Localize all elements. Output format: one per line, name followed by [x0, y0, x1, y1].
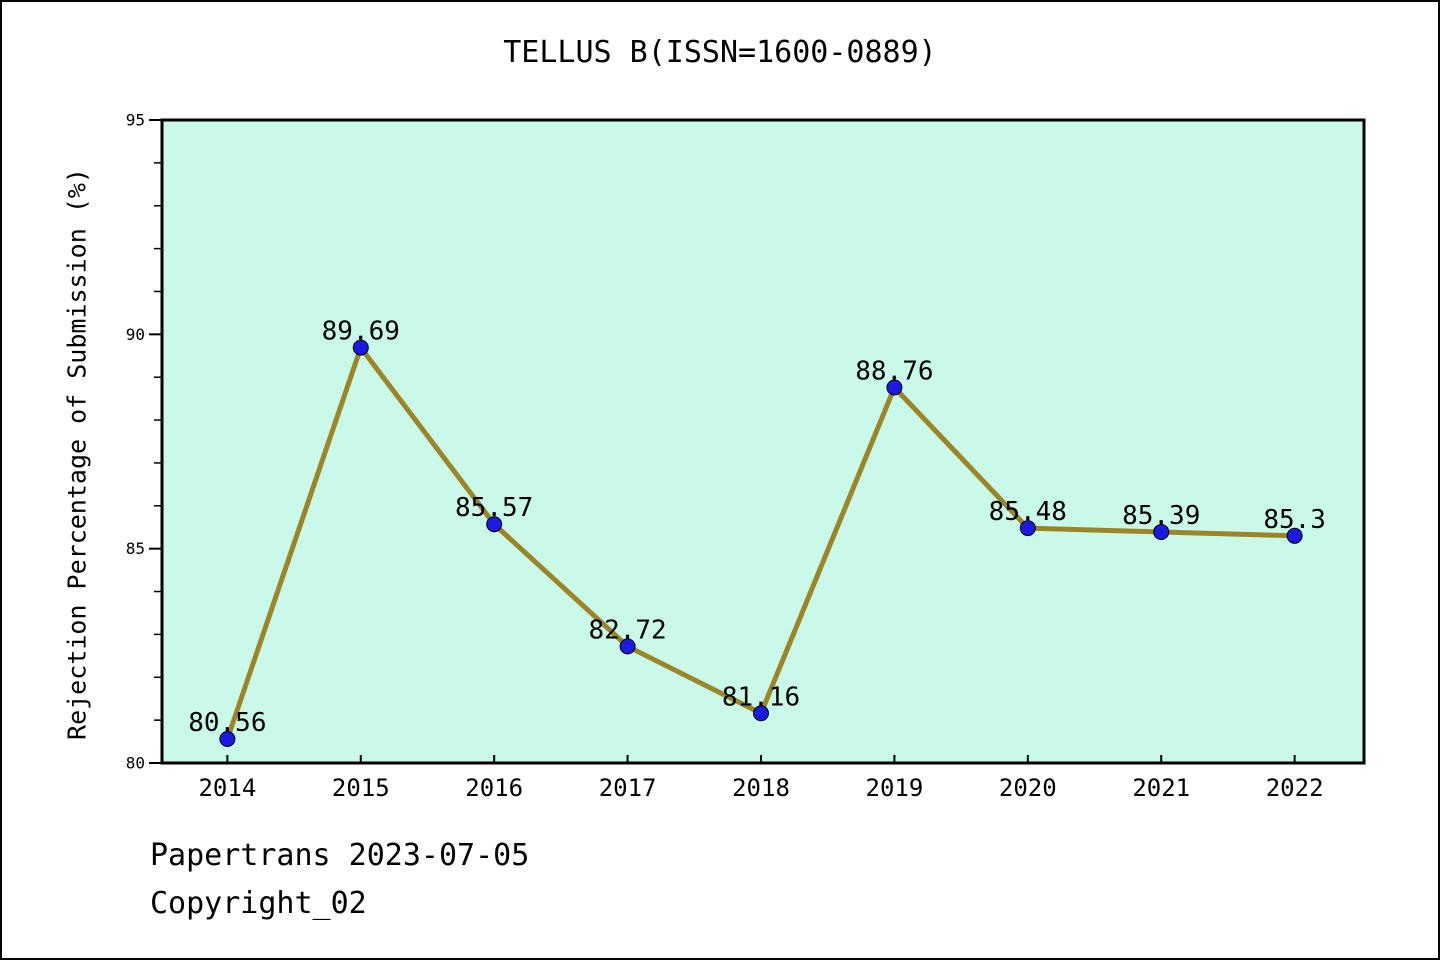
footer-copyright: Copyright_02 — [150, 886, 367, 921]
data-point — [1019, 520, 1036, 537]
data-point — [619, 638, 636, 655]
x-tick-label: 2017 — [599, 774, 657, 802]
data-point — [886, 379, 903, 396]
point-label: 85.3 — [1263, 505, 1326, 535]
plot-background — [162, 120, 1364, 763]
x-tick-label: 2021 — [1132, 774, 1190, 802]
y-tick-label: 95 — [126, 111, 145, 130]
x-tick-label: 2015 — [332, 774, 390, 802]
point-label: 85.57 — [455, 493, 533, 523]
point-label: 89.69 — [322, 317, 400, 347]
data-point — [219, 730, 236, 747]
x-tick-label: 2014 — [198, 774, 256, 802]
y-axis-title: Rejection Percentage of Submission (%) — [62, 168, 92, 740]
point-label: 85.48 — [989, 497, 1067, 527]
footer-credit: Papertrans 2023-07-05 — [150, 838, 530, 873]
point-label: 80.56 — [188, 708, 266, 738]
x-tick-label: 2019 — [866, 774, 924, 802]
chart-title: TELLUS B(ISSN=1600-0889) — [503, 35, 937, 70]
x-tick-label: 2020 — [999, 774, 1057, 802]
point-label: 82.72 — [588, 615, 666, 645]
x-tick-label: 2022 — [1266, 774, 1324, 802]
data-point — [1286, 527, 1303, 544]
point-label: 88.76 — [855, 356, 933, 386]
y-tick-label: 80 — [126, 754, 145, 773]
point-label: 85.39 — [1122, 501, 1200, 531]
data-point — [486, 516, 503, 533]
data-point — [1153, 523, 1170, 540]
y-tick-label: 85 — [126, 539, 145, 558]
x-tick-label: 2016 — [465, 774, 523, 802]
y-tick-label: 90 — [126, 325, 145, 344]
point-label: 81.16 — [722, 682, 800, 712]
plot-frame — [160, 118, 1366, 765]
data-point — [752, 705, 769, 722]
x-tick-label: 2018 — [732, 774, 790, 802]
data-point — [352, 339, 369, 356]
